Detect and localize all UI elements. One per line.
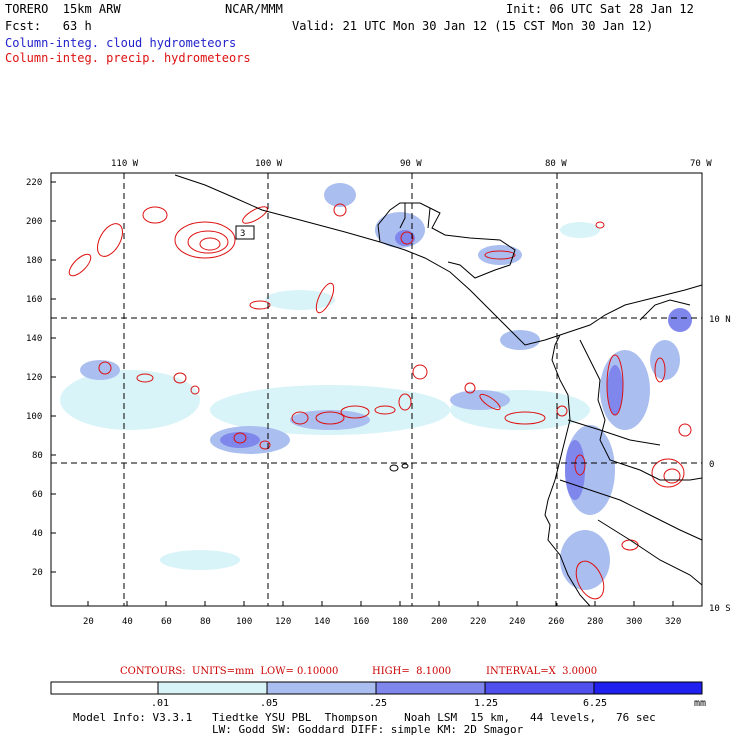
contour-high: HIGH= 8.1000: [372, 666, 452, 677]
forecast-hour: Fcst: 63 h: [5, 19, 92, 33]
colorbar: [50, 681, 703, 695]
lat-label: 10 N: [709, 315, 731, 325]
colorbar-bin: [51, 682, 158, 694]
valid-time: Valid: 21 UTC Mon 30 Jan 12 (15 CST Mon …: [292, 19, 654, 33]
y-tick-label: 140: [26, 334, 42, 344]
colorbar-level: .25: [369, 698, 387, 709]
init-time: Init: 06 UTC Sat 28 Jan 12: [506, 2, 694, 16]
model-info: Model Info: V3.3.1 Tiedtke YSU PBL Thomp…: [73, 711, 656, 724]
y-tick-label: 20: [32, 568, 43, 578]
colorbar-level: .05: [260, 698, 278, 709]
model-info-physics: LW: Godd SW: Goddard DIFF: simple KM: 2D…: [212, 723, 524, 736]
lon-label: 80 W: [545, 159, 567, 169]
field-cloud-label: Column-integ. cloud hydrometeors: [5, 36, 237, 50]
x-tick-label: 280: [587, 617, 603, 627]
y-tick-label: 180: [26, 256, 42, 266]
colorbar-level: 6.25: [583, 698, 607, 709]
colorbar-unit: mm: [694, 698, 706, 709]
x-tick-label: 20: [83, 617, 94, 627]
x-tick-label: 40: [122, 617, 133, 627]
x-tick-label: 120: [275, 617, 291, 627]
y-tick-label: 220: [26, 178, 42, 188]
lat-label: 10 S: [709, 604, 731, 614]
x-tick-label: 300: [626, 617, 642, 627]
x-tick-label: 160: [353, 617, 369, 627]
colorbar-bin: [376, 682, 485, 694]
x-tick-label: 140: [314, 617, 330, 627]
y-tick-label: 160: [26, 295, 42, 305]
y-tick-label: 120: [26, 373, 42, 383]
model-name: TORERO 15km ARW: [5, 2, 121, 16]
y-tick-label: 200: [26, 217, 42, 227]
x-tick-label: 240: [509, 617, 525, 627]
colorbar-level: .01: [151, 698, 169, 709]
y-tick-label: 60: [32, 490, 43, 500]
colorbar-bin: [594, 682, 702, 694]
x-tick-label: 220: [470, 617, 486, 627]
x-tick-label: 100: [236, 617, 252, 627]
latlon-grid: [51, 173, 702, 606]
y-tick-label: 80: [32, 451, 43, 461]
colorbar-bin: [485, 682, 594, 694]
y-tick-label: 100: [26, 412, 42, 422]
lat-label: 0: [709, 460, 714, 470]
lon-label: 90 W: [400, 159, 422, 169]
x-tick-label: 200: [431, 617, 447, 627]
x-tick-label: 180: [392, 617, 408, 627]
x-tick-label: 320: [665, 617, 681, 627]
map-frame: [50, 172, 703, 607]
colorbar-bin: [267, 682, 376, 694]
contour-label-box: [235, 225, 255, 240]
field-precip-label: Column-integ. precip. hydrometeors: [5, 51, 251, 65]
axis-ticks: [51, 181, 674, 606]
lon-label: 100 W: [255, 159, 283, 169]
x-tick-label: 260: [548, 617, 564, 627]
contour-interval: INTERVAL=X 3.0000: [486, 666, 598, 677]
cloud-shading: [60, 183, 692, 590]
contour-label: 3: [240, 229, 245, 239]
x-tick-label: 80: [200, 617, 211, 627]
y-tick-label: 40: [32, 529, 43, 539]
lon-label: 70 W: [690, 159, 712, 169]
contour-units: CONTOURS: UNITS=mm LOW= 0.10000: [120, 666, 339, 677]
colorbar-bin: [158, 682, 267, 694]
center-name: NCAR/MMM: [225, 2, 283, 16]
colorbar-level: 1.25: [474, 698, 498, 709]
lon-label: 110 W: [111, 159, 139, 169]
x-tick-label: 60: [161, 617, 172, 627]
